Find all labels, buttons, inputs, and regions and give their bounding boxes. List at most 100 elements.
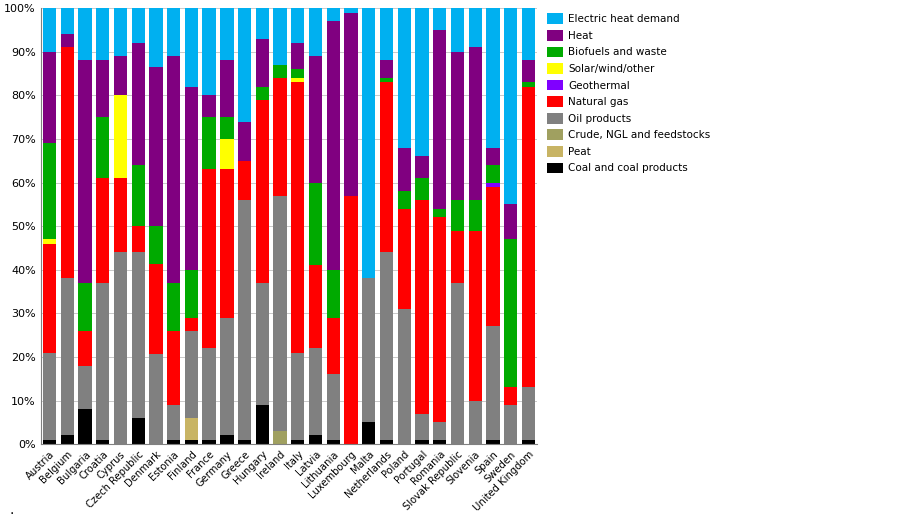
Bar (451, 231, 464, 283)
Bar (202, 440, 216, 444)
Bar (522, 387, 535, 440)
Bar (486, 8, 500, 148)
Bar (185, 418, 199, 440)
Bar (398, 209, 411, 309)
Bar (238, 8, 251, 121)
Bar (291, 78, 304, 82)
Bar (131, 8, 145, 43)
Bar (522, 440, 535, 444)
Bar (149, 8, 163, 67)
Bar (326, 8, 340, 21)
Bar (238, 161, 251, 200)
Bar (43, 244, 56, 353)
Bar (43, 143, 56, 239)
Bar (522, 87, 535, 387)
Bar (202, 170, 216, 348)
Bar (238, 200, 251, 440)
Bar (78, 283, 92, 331)
Bar (131, 43, 145, 165)
Bar (415, 414, 428, 440)
Bar (96, 440, 109, 444)
Bar (78, 331, 92, 366)
Bar (61, 34, 74, 48)
Bar (486, 187, 500, 326)
Bar (167, 440, 180, 444)
Bar (167, 8, 180, 56)
Bar (451, 200, 464, 231)
Bar (96, 117, 109, 178)
Bar (185, 8, 199, 87)
Bar (380, 252, 393, 440)
Bar (96, 178, 109, 283)
Bar (202, 8, 216, 95)
Bar (96, 8, 109, 60)
Bar (380, 8, 393, 60)
Bar (291, 69, 304, 78)
Bar (149, 67, 163, 226)
Bar (274, 8, 287, 65)
Bar (202, 348, 216, 440)
Bar (362, 279, 375, 422)
Bar (185, 318, 199, 331)
Bar (469, 231, 482, 401)
Bar (131, 252, 145, 418)
Bar (114, 95, 127, 178)
Bar (380, 82, 393, 252)
Bar (504, 239, 517, 387)
Bar (114, 178, 127, 252)
Bar (309, 183, 323, 265)
Bar (274, 65, 287, 78)
Bar (504, 405, 517, 444)
Bar (326, 318, 340, 374)
Text: .: . (9, 504, 14, 517)
Bar (255, 100, 269, 283)
Bar (274, 431, 287, 444)
Bar (309, 8, 323, 56)
Bar (522, 8, 535, 60)
Bar (43, 239, 56, 244)
Bar (291, 353, 304, 440)
Bar (167, 56, 180, 283)
Bar (291, 440, 304, 444)
Bar (380, 78, 393, 82)
Bar (415, 200, 428, 414)
Bar (486, 148, 500, 165)
Bar (202, 95, 216, 117)
Bar (309, 348, 323, 435)
Bar (469, 200, 482, 231)
Bar (504, 204, 517, 239)
Bar (433, 30, 447, 209)
Bar (433, 209, 447, 218)
Bar (486, 165, 500, 183)
Bar (486, 440, 500, 444)
Bar (221, 139, 233, 170)
Bar (167, 331, 180, 405)
Bar (238, 121, 251, 161)
Bar (255, 39, 269, 87)
Bar (114, 252, 127, 444)
Bar (114, 56, 127, 95)
Bar (326, 270, 340, 318)
Bar (486, 183, 500, 187)
Bar (326, 374, 340, 440)
Bar (131, 226, 145, 252)
Bar (149, 354, 163, 444)
Bar (345, 195, 357, 444)
Bar (185, 87, 199, 270)
Bar (221, 170, 233, 318)
Bar (522, 82, 535, 87)
Bar (380, 440, 393, 444)
Bar (398, 309, 411, 444)
Bar (504, 387, 517, 405)
Bar (451, 52, 464, 200)
Bar (504, 8, 517, 204)
Bar (362, 422, 375, 444)
Bar (78, 60, 92, 283)
Bar (291, 8, 304, 43)
Bar (274, 78, 287, 195)
Bar (309, 265, 323, 348)
Bar (185, 270, 199, 318)
Bar (433, 422, 447, 440)
Bar (114, 8, 127, 56)
Bar (469, 8, 482, 48)
